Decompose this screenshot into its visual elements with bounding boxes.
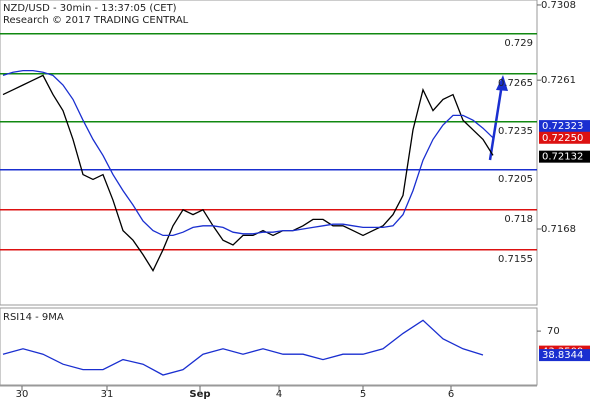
level-label: 0.7155 [498,254,533,265]
level-label: 0.7205 [498,174,533,185]
y-tick-label: 0.7308 [541,0,576,11]
level-label: 0.7235 [498,126,533,137]
chart-subtitle: Research © 2017 TRADING CENTRAL [3,15,189,26]
price-tag [539,349,590,362]
y-tick-label: 0.7168 [541,224,576,235]
level-label: 0.7265 [498,78,533,89]
price-tag-label: 0.72250 [542,133,583,144]
rsi-frame [0,307,538,386]
x-tick-label: 5 [360,389,366,400]
x-tick-label: Sep [189,389,210,400]
level-label: 0.729 [504,38,533,49]
series-line [2,319,484,376]
x-tick-label: 4 [276,389,282,400]
price-tag [539,150,590,163]
chart-title: NZD/USD - 30min - 13:37:05 (CET) [3,3,177,14]
x-tick-label: 6 [448,389,454,400]
x-tick-label: 31 [101,389,114,400]
rsi-title: RSI14 - 9MA [3,312,64,323]
y-tick-label: 0.7261 [541,75,576,86]
price-tag-label: 0.72132 [542,152,583,163]
price-tag-label: 38.8344 [542,350,583,361]
price-tag [539,131,590,144]
price-tag [539,120,590,133]
main-frame [0,0,538,306]
series-line [2,69,494,237]
series-line [2,74,494,272]
y-tick-label: 70 [547,326,560,337]
x-tick-label: 30 [16,389,29,400]
level-label: 0.718 [504,214,533,225]
price-tag-label: 0.72323 [542,121,583,132]
